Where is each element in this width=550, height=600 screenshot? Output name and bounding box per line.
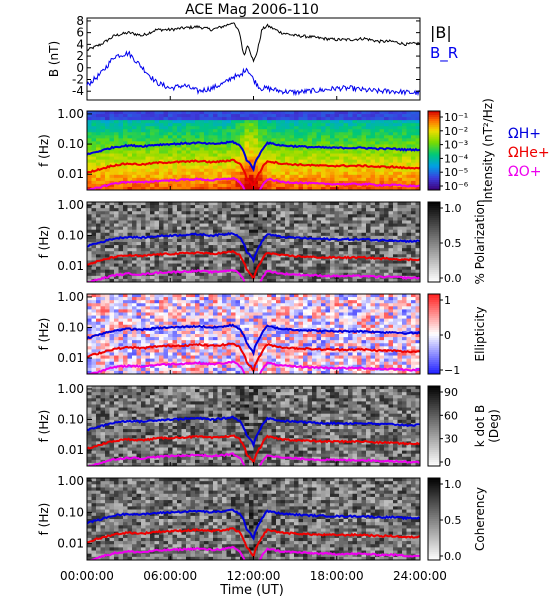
polarization-colorbar-tick: 0.5 xyxy=(444,237,462,250)
ellipticity-gyro-curve-o xyxy=(87,360,420,374)
polarization-colorbar-tick: 0.0 xyxy=(444,272,462,285)
k-dot-b-colorbar-tick: 90 xyxy=(444,386,458,399)
k-dot-b-colorbar-tick: 60 xyxy=(444,409,458,422)
ellipticity-colorbar-frame xyxy=(427,293,441,375)
k-dot-b-colorbar-tick: 30 xyxy=(444,433,458,446)
ellipticity-tick-label: 0.10 xyxy=(57,320,84,334)
intensity-colorbar-tick: 10⁻⁵ xyxy=(444,166,468,179)
chart-title: ACE Mag 2006-110 xyxy=(185,2,319,18)
polarization-colorbar-label: % Polarization xyxy=(473,200,487,285)
legend-b-radial: B_R xyxy=(430,44,458,63)
k-dot-b-colorbar-frame xyxy=(427,385,441,467)
coherency-tick-label: 1.00 xyxy=(57,474,84,488)
x-tick-label: 24:00:00 xyxy=(393,569,447,583)
polarization-tick-label: 1.00 xyxy=(57,198,84,212)
k-dot-b-colorbar-label: k dot B xyxy=(473,405,487,447)
polarization-heatmap xyxy=(87,202,420,282)
series-line-b-magnitude xyxy=(86,22,421,63)
coherency-colorbar-label: Coherency xyxy=(473,487,487,551)
intensity-colorbar-tick: 10⁻¹ xyxy=(444,111,468,124)
k-dot-b-gyro-curve-h xyxy=(87,415,420,449)
polarization-tick-label: 0.10 xyxy=(57,228,84,242)
coherency-colorbar-tick: 1.0 xyxy=(444,478,462,491)
intensity-heatmap xyxy=(87,111,420,190)
bfield-y-label: B (nT) xyxy=(47,41,61,77)
legend-b-magnitude: |B| xyxy=(430,23,452,42)
intensity-tick-label: 1.00 xyxy=(57,107,84,121)
bfield-tick-label: -4 xyxy=(72,84,84,98)
series-line-b-radial xyxy=(86,50,421,97)
intensity-colorbar-label: Intensity (nT²/Hz) xyxy=(481,98,495,203)
ellipticity-heatmap xyxy=(87,294,420,374)
coherency-tick-label: 0.10 xyxy=(57,505,84,519)
k-dot-b-colorbar-sublabel: (Deg) xyxy=(487,409,501,443)
k-dot-b-tick-label: 0.01 xyxy=(57,443,84,457)
ellipticity-gyro-curve-h xyxy=(87,323,420,357)
intensity-colorbar-frame xyxy=(427,110,441,191)
intensity-y-label: f (Hz) xyxy=(37,134,51,167)
x-tick-label: 00:00:00 xyxy=(60,569,114,583)
bfield-tick-label: 0 xyxy=(76,61,84,75)
bfield-tick-label: -2 xyxy=(72,73,84,87)
x-tick-label: 12:00:00 xyxy=(227,569,281,583)
intensity-colorbar-tick: 10⁻⁶ xyxy=(444,180,469,193)
coherency-gyro-curve-o xyxy=(87,545,420,560)
coherency-tick-label: 0.01 xyxy=(57,537,84,551)
gyro-legend-o: ΩO+ xyxy=(508,164,541,180)
polarization-y-label: f (Hz) xyxy=(37,226,51,259)
intensity-colorbar xyxy=(427,110,443,191)
coherency-colorbar-tick: 0.0 xyxy=(444,550,462,563)
gyro-legend-h: ΩH+ xyxy=(508,126,541,142)
bfield-tick-label: 4 xyxy=(76,37,84,51)
polarization-colorbar xyxy=(427,201,443,283)
polarization-gyro-curve-o xyxy=(87,269,420,282)
polarization-colorbar-frame xyxy=(427,201,441,283)
x-axis-label: Time (UT) xyxy=(219,583,284,598)
polarization-tick-label: 0.01 xyxy=(57,259,84,273)
k-dot-b-colorbar xyxy=(427,385,443,467)
intensity-colorbar-tick: 10⁻⁴ xyxy=(444,152,469,165)
intensity-tick-label: 0.01 xyxy=(57,167,84,181)
ellipticity-colorbar-tick: 1 xyxy=(444,294,451,307)
ellipticity-y-label: f (Hz) xyxy=(37,318,51,351)
coherency-heatmap xyxy=(87,478,420,560)
coherency-colorbar xyxy=(427,477,443,561)
ellipticity-colorbar-label: Ellipticity xyxy=(473,307,487,362)
ellipticity-colorbar-tick: −1 xyxy=(444,364,460,377)
intensity-colorbar-tick: 10⁻³ xyxy=(444,139,468,152)
bfield-tick-label: 8 xyxy=(76,14,84,28)
coherency-colorbar-tick: 0.5 xyxy=(444,514,462,527)
x-tick-label: 18:00:00 xyxy=(310,569,364,583)
polarization-colorbar-tick: 1.0 xyxy=(444,202,462,215)
gyro-legend-he: ΩHe+ xyxy=(508,145,550,161)
coherency-y-label: f (Hz) xyxy=(37,503,51,536)
intensity-gyro-curve-o xyxy=(87,177,420,190)
ellipticity-tick-label: 0.01 xyxy=(57,351,84,365)
intensity-gyro-curve-h xyxy=(87,140,420,173)
ellipticity-tick-label: 1.00 xyxy=(57,290,84,304)
intensity-colorbar-tick: 10⁻² xyxy=(444,125,468,138)
ellipticity-colorbar-tick: 0 xyxy=(444,329,451,342)
k-dot-b-tick-label: 0.10 xyxy=(57,412,84,426)
k-dot-b-colorbar-tick: 0 xyxy=(444,456,451,469)
ellipticity-colorbar xyxy=(427,293,443,375)
bfield-plot-frame xyxy=(86,17,421,101)
coherency-colorbar-frame xyxy=(427,477,441,561)
coherency-gyro-curve-h xyxy=(87,508,420,541)
k-dot-b-heatmap xyxy=(87,386,420,466)
bfield-tick-label: 2 xyxy=(76,49,84,63)
polarization-gyro-curve-h xyxy=(87,232,420,264)
bfield-tick-label: 6 xyxy=(76,26,84,40)
intensity-tick-label: 0.10 xyxy=(57,137,84,151)
k-dot-b-gyro-curve-o xyxy=(87,452,420,466)
k-dot-b-tick-label: 1.00 xyxy=(57,382,84,396)
x-tick-label: 06:00:00 xyxy=(143,569,197,583)
k-dot-b-y-label: f (Hz) xyxy=(37,410,51,443)
